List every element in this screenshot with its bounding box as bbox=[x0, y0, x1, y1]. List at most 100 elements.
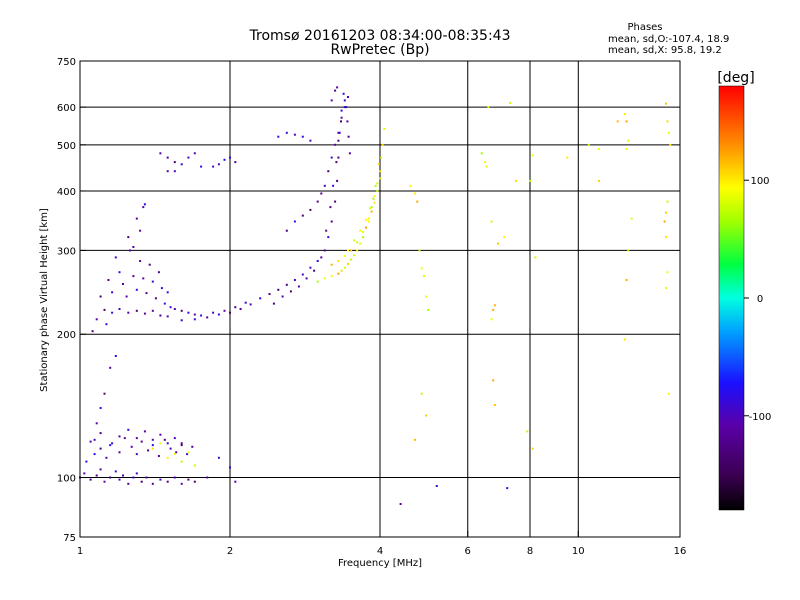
x-mode-point bbox=[413, 192, 416, 195]
o-mode-point bbox=[206, 316, 209, 319]
o-mode-point bbox=[157, 455, 160, 457]
o-mode-point bbox=[151, 438, 154, 441]
x-mode-point bbox=[376, 189, 379, 192]
o-mode-point bbox=[135, 217, 138, 220]
o-mode-point bbox=[293, 279, 296, 281]
x-mode-point bbox=[425, 414, 428, 417]
x-mode-point bbox=[359, 229, 362, 232]
o-mode-point bbox=[327, 236, 330, 239]
o-mode-point bbox=[99, 468, 102, 471]
x-mode-point bbox=[529, 179, 531, 182]
o-mode-point bbox=[91, 330, 94, 333]
o-mode-point bbox=[239, 308, 242, 310]
o-mode-point bbox=[169, 306, 172, 309]
o-mode-point bbox=[187, 478, 190, 481]
x-mode-point bbox=[492, 308, 495, 311]
x-mode-point bbox=[379, 177, 381, 180]
o-mode-point bbox=[159, 433, 162, 436]
o-mode-point bbox=[223, 158, 226, 161]
o-mode-point bbox=[114, 355, 117, 357]
o-mode-point bbox=[346, 120, 349, 123]
o-mode-point bbox=[309, 266, 312, 269]
x-mode-point bbox=[409, 184, 412, 187]
x-mode-point bbox=[381, 143, 384, 146]
x-mode-point bbox=[625, 148, 628, 150]
x-tick-label: 10 bbox=[572, 546, 585, 557]
o-mode-point bbox=[193, 318, 196, 321]
x-mode-point bbox=[418, 249, 421, 252]
colorbar-tick-label: 100 bbox=[750, 176, 769, 187]
o-mode-point bbox=[200, 165, 203, 168]
x-tick-label: 6 bbox=[465, 546, 471, 557]
x-mode-point bbox=[337, 272, 340, 275]
o-mode-point bbox=[159, 478, 162, 481]
x-mode-point bbox=[356, 241, 359, 244]
y-tick-label: 400 bbox=[57, 187, 76, 198]
x-mode-point bbox=[667, 392, 670, 395]
x-mode-point bbox=[347, 249, 349, 252]
x-mode-point bbox=[666, 120, 669, 123]
o-mode-point bbox=[95, 474, 98, 477]
o-mode-point bbox=[139, 229, 142, 232]
o-mode-point bbox=[93, 438, 96, 441]
o-mode-point bbox=[229, 311, 231, 314]
o-mode-point bbox=[132, 476, 135, 479]
o-mode-point bbox=[89, 440, 92, 443]
x-tick-label: 4 bbox=[377, 546, 383, 557]
o-mode-point bbox=[118, 271, 121, 274]
x-mode-point bbox=[367, 217, 370, 220]
x-mode-point bbox=[667, 131, 670, 134]
o-mode-point bbox=[301, 273, 304, 276]
x-mode-point bbox=[353, 254, 356, 257]
x-mode-point bbox=[597, 179, 600, 182]
o-mode-point bbox=[135, 472, 138, 475]
o-mode-point bbox=[151, 280, 154, 283]
x-mode-point bbox=[597, 148, 600, 150]
x-mode-point bbox=[493, 304, 496, 307]
x-mode-point bbox=[379, 170, 381, 173]
x-mode-point bbox=[665, 236, 667, 239]
o-mode-point bbox=[330, 156, 333, 159]
x-mode-point bbox=[337, 260, 340, 262]
o-mode-point bbox=[244, 301, 247, 304]
o-mode-point bbox=[148, 263, 151, 266]
o-mode-point bbox=[330, 220, 333, 223]
x-mode-point bbox=[623, 338, 626, 341]
o-mode-point bbox=[345, 106, 348, 109]
o-mode-point bbox=[249, 303, 252, 306]
o-mode-point bbox=[103, 308, 106, 311]
x-mode-point bbox=[665, 102, 667, 105]
o-mode-point bbox=[95, 318, 98, 321]
o-mode-point bbox=[154, 297, 157, 300]
o-mode-point bbox=[99, 407, 102, 409]
o-mode-point bbox=[166, 291, 169, 294]
o-mode-point bbox=[180, 444, 183, 447]
o-mode-point bbox=[229, 466, 231, 469]
x-mode-point bbox=[370, 206, 373, 209]
o-mode-point bbox=[103, 392, 106, 395]
x-tick-label: 1 bbox=[77, 546, 83, 557]
o-mode-point bbox=[347, 96, 349, 98]
o-mode-point bbox=[99, 447, 102, 450]
x-mode-point bbox=[416, 200, 419, 203]
o-mode-point bbox=[348, 152, 351, 155]
chart-subtitle: RwPretec (Bp) bbox=[330, 42, 429, 58]
o-mode-point bbox=[166, 442, 169, 445]
o-mode-point bbox=[337, 139, 340, 142]
o-mode-point bbox=[180, 442, 183, 445]
x-mode-point bbox=[509, 102, 512, 104]
o-mode-point bbox=[173, 170, 176, 173]
o-mode-point bbox=[109, 366, 112, 369]
o-mode-point bbox=[330, 99, 333, 102]
o-mode-point bbox=[332, 184, 335, 187]
o-mode-point bbox=[435, 485, 438, 487]
o-mode-point bbox=[163, 438, 166, 441]
y-axis-ticks: 75 100 200 300 400 500 600 750 bbox=[57, 57, 86, 544]
o-mode-point bbox=[159, 314, 162, 317]
o-mode-point bbox=[186, 453, 189, 456]
x-mode-point bbox=[665, 287, 667, 290]
x-mode-point bbox=[487, 106, 490, 109]
o-mode-point bbox=[118, 451, 121, 454]
y-tick-label: 100 bbox=[57, 474, 76, 485]
colorbar-tick-label: 0 bbox=[757, 294, 763, 305]
